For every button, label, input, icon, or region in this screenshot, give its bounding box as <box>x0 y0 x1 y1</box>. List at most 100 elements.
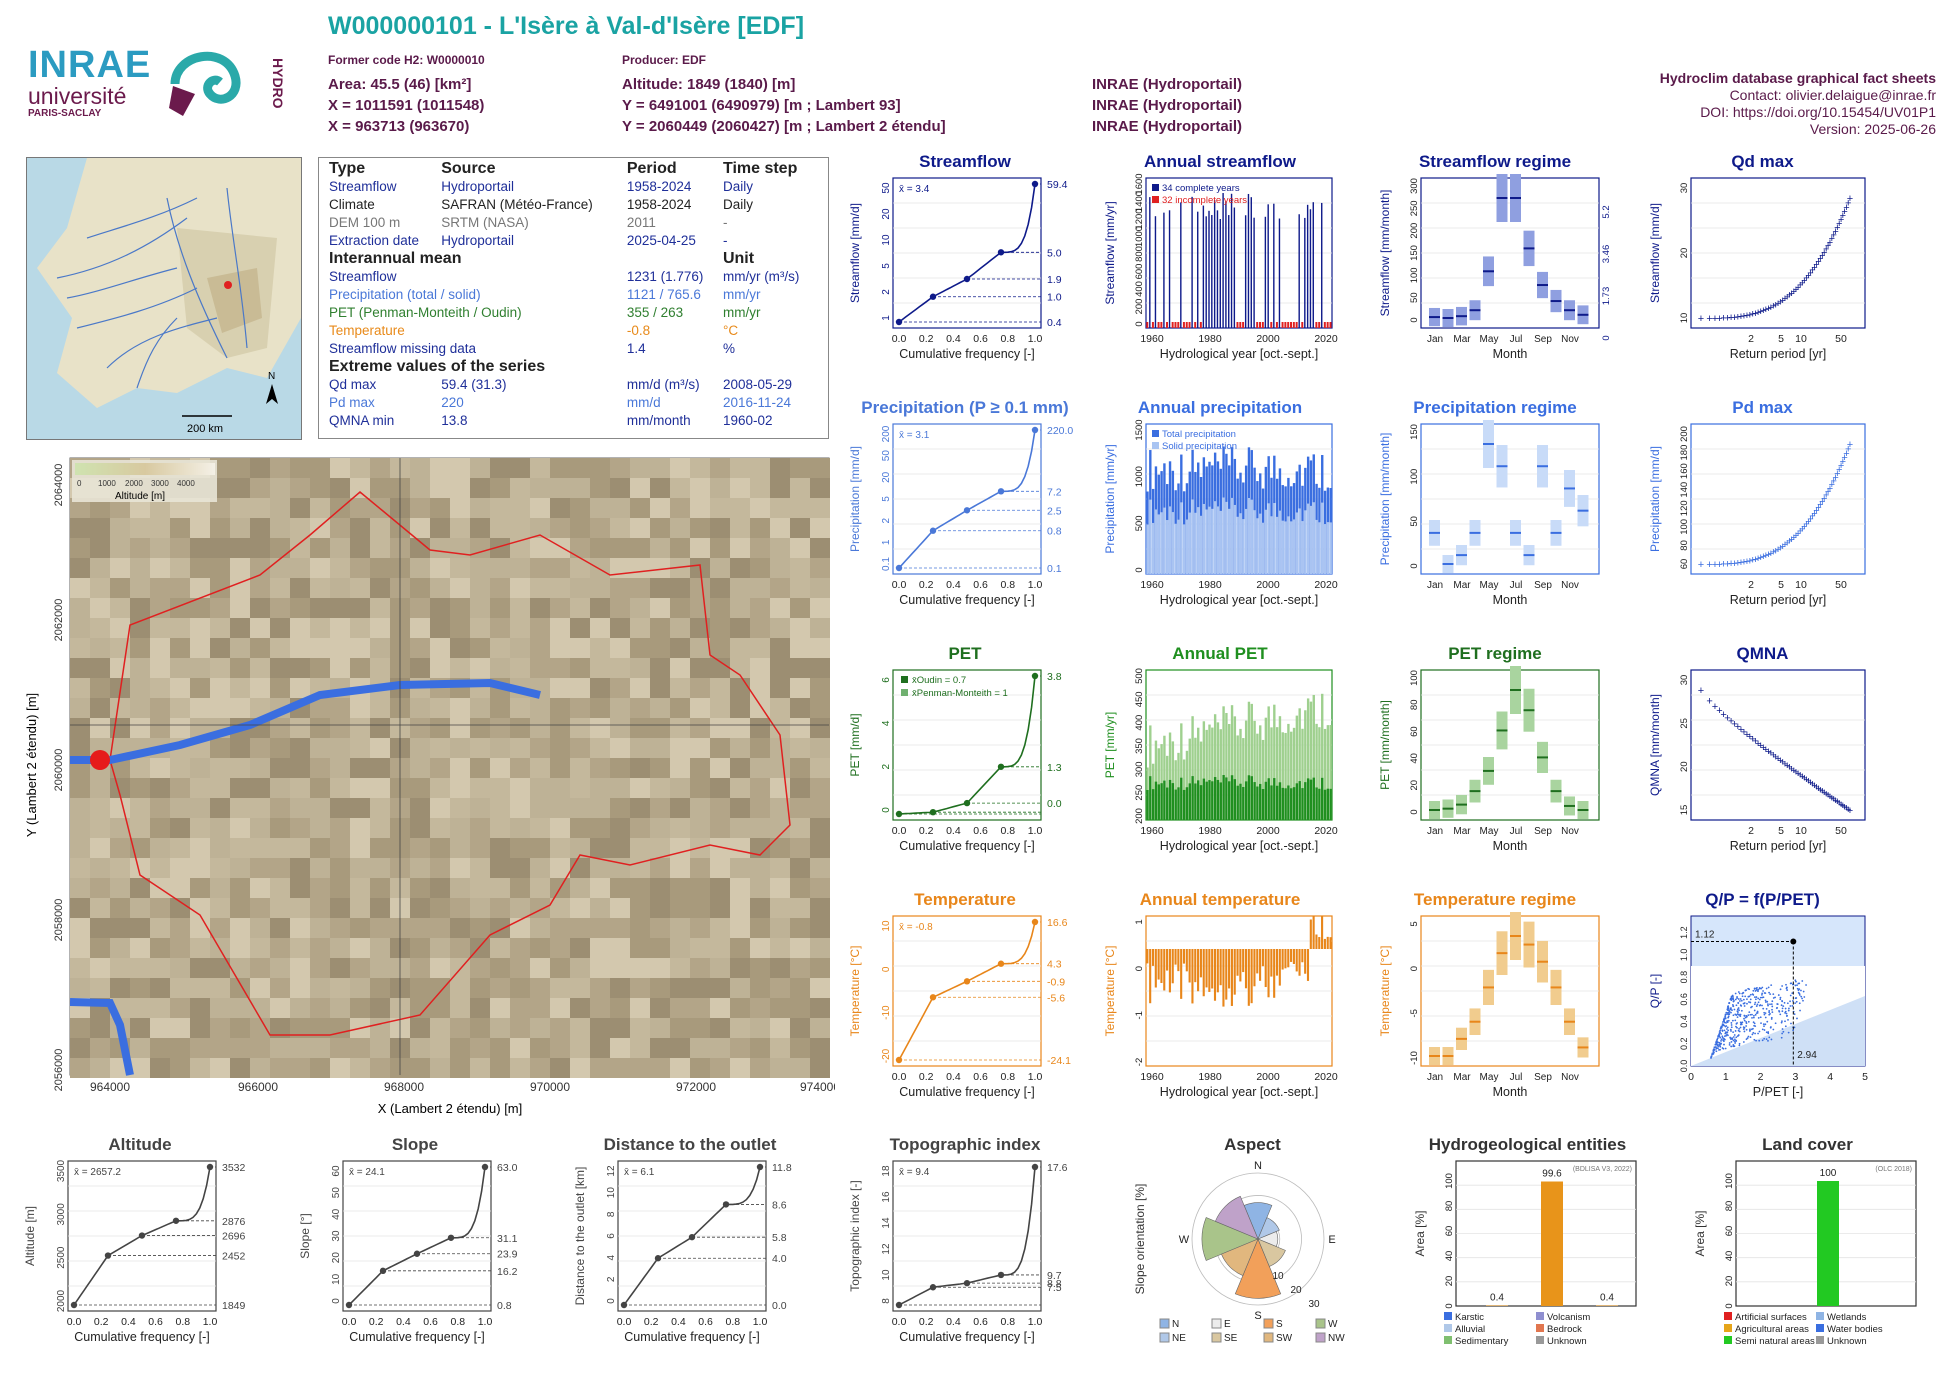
terrain-cell <box>450 718 470 738</box>
terrain-cell <box>210 498 230 518</box>
terrain-cell <box>690 538 710 558</box>
terrain-cell <box>230 618 250 638</box>
terrain-cell <box>730 558 750 578</box>
terrain-cell <box>690 978 710 998</box>
terrain-cell <box>650 738 670 758</box>
temperature-point <box>895 1056 903 1064</box>
terrain-cell <box>690 958 710 978</box>
terrain-cell <box>690 938 710 958</box>
annual_pet-bar <box>1301 788 1304 820</box>
qmna-point: + <box>1728 715 1734 727</box>
annual_pet-bar <box>1174 789 1177 820</box>
terrain-cell <box>750 838 770 858</box>
precipitation-xtick: 0.6 <box>973 579 988 591</box>
qmna-point: + <box>1758 740 1764 752</box>
terrain-cell <box>570 918 590 938</box>
terrain-cell <box>310 878 330 898</box>
qp-point <box>1761 1004 1763 1007</box>
qp-point <box>1727 1006 1730 1009</box>
terrain-cell <box>290 458 310 478</box>
topo-xtick: 1.0 <box>1028 1316 1043 1328</box>
terrain-cell <box>490 658 510 678</box>
qp-point <box>1770 984 1773 987</box>
terrain-cell <box>490 478 510 498</box>
pet_regime-ytick: 80 <box>1409 700 1420 711</box>
pd_max-point: + <box>1749 555 1755 567</box>
qp-point <box>1758 987 1761 990</box>
terrain-cell <box>810 758 830 778</box>
streamflow_regime-right-label: 1.73 <box>1601 287 1612 306</box>
terrain-cell <box>330 878 350 898</box>
terrain-cell <box>190 1018 210 1038</box>
terrain-cell <box>550 538 570 558</box>
qp-point <box>1732 1000 1735 1003</box>
terrain-cell <box>490 778 510 798</box>
terrain-cell <box>690 1038 710 1058</box>
annual_pet-bar <box>1219 782 1222 820</box>
terrain-cell <box>810 818 830 838</box>
terrain-cell <box>230 538 250 558</box>
annual_pet-bar <box>1225 712 1228 820</box>
distance-xtick: 0.6 <box>698 1316 713 1328</box>
distance-right-label: 5.8 <box>772 1232 787 1244</box>
qmna-point: + <box>1755 738 1761 750</box>
qp-xtick: 5 <box>1862 1071 1868 1083</box>
qp-xlabel: P/PET [-] <box>1753 1085 1803 1099</box>
aspect-legend: NW <box>1328 1333 1345 1344</box>
temperature_regime-xtick: Jul <box>1510 1072 1523 1083</box>
qmna-point: + <box>1823 788 1829 800</box>
streamflow_regime-title: Streamflow regime <box>1418 152 1572 171</box>
qp-point <box>1800 995 1803 998</box>
qmna-point: + <box>1744 729 1750 741</box>
annual_temperature-bar <box>1149 949 1152 1004</box>
temperature-right-label: -24.1 <box>1047 1055 1071 1067</box>
qp-point <box>1762 1007 1765 1010</box>
streamflow_regime-xtick: Mar <box>1453 334 1471 345</box>
qmna-point: + <box>1843 803 1849 815</box>
qp-point <box>1745 1028 1748 1031</box>
terrain-cell <box>470 458 490 478</box>
qp-point <box>1723 1020 1725 1023</box>
qp-point <box>1752 989 1755 992</box>
pet-chart: PET 3.8 1.3 0.0 0.0 0.2 0.4 0.6 0.8 1.0 0 2 4 6 x̄Oudi… <box>845 644 1085 856</box>
terrain-cell <box>590 738 610 758</box>
terrain-cell <box>750 658 770 678</box>
qp-point <box>1796 1017 1798 1020</box>
station-title: W000000101 - L'Isère à Val-d'Isère [EDF] <box>328 12 805 40</box>
terrain-cell <box>230 918 250 938</box>
terrain-cell <box>430 918 450 938</box>
doi-link[interactable]: DOI: https://doi.org/10.15454/UV01P1 <box>1700 104 1936 120</box>
terrain-cell <box>290 498 310 518</box>
terrain-cell <box>670 678 690 698</box>
terrain-cell <box>770 658 790 678</box>
terrain-cell <box>550 638 570 658</box>
landcover-ytick: 100 <box>1724 1173 1735 1189</box>
qp-point <box>1732 1045 1735 1048</box>
terrain-cell <box>150 498 170 518</box>
terrain-cell <box>490 898 510 918</box>
terrain-cell <box>790 858 810 878</box>
terrain-cell <box>650 778 670 798</box>
landcover-ylabel: Area [%] <box>1693 1210 1707 1256</box>
pd_max-point: + <box>1805 516 1811 528</box>
qd_max-point: + <box>1836 218 1842 230</box>
annual_pet-bar <box>1239 783 1242 820</box>
qp-ytick: 1.2 <box>1679 926 1689 939</box>
terrain-cell <box>490 838 510 858</box>
qp-point <box>1767 1039 1769 1042</box>
annual_streamflow-ytick: 1000 <box>1134 226 1145 247</box>
terrain-cell <box>430 778 450 798</box>
qp-point <box>1794 1002 1797 1005</box>
terrain-cell <box>230 698 250 718</box>
qp-point <box>1766 1020 1769 1023</box>
aspect-slice <box>1221 1238 1259 1276</box>
annual_pet-bar <box>1163 735 1166 820</box>
distance-point <box>688 1233 696 1241</box>
map-xtick: 972000 <box>676 1080 716 1094</box>
terrain-cell <box>810 538 830 558</box>
terrain-cell <box>450 878 470 898</box>
annual_precipitation-bar <box>1329 522 1332 574</box>
annual_precipitation-bar <box>1180 502 1183 574</box>
annual_pet-bar <box>1222 706 1225 820</box>
terrain-cell <box>810 838 830 858</box>
